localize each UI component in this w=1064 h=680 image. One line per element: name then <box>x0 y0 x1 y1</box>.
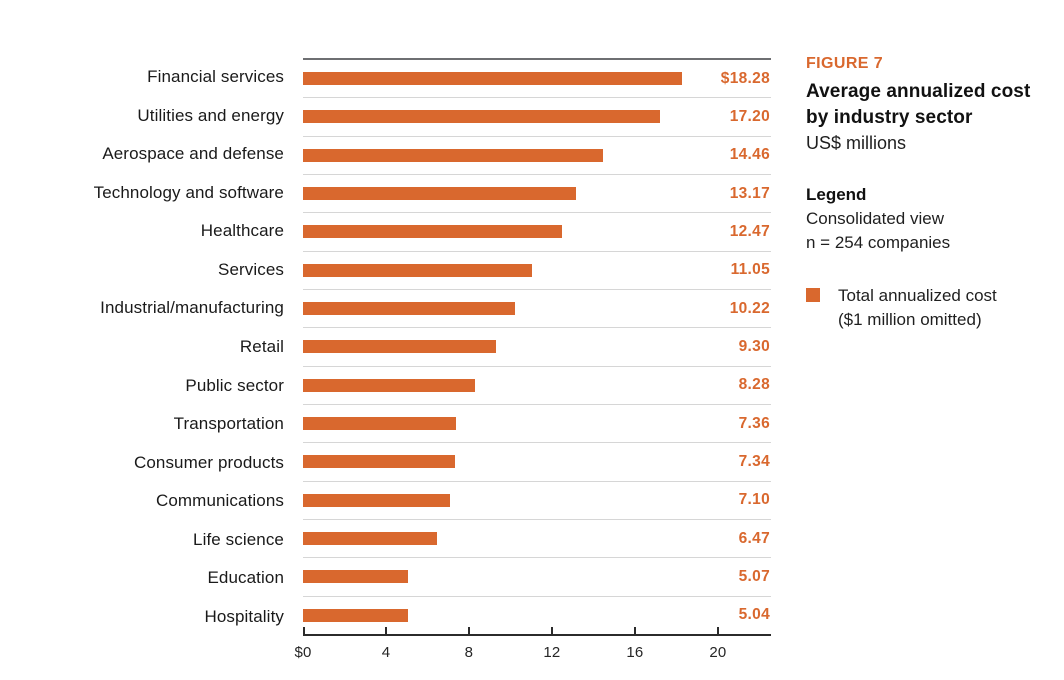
category-label: Transportation <box>173 414 284 434</box>
x-axis-labels: $0 4 8 12 16 20 <box>294 644 771 666</box>
category-label: Hospitality <box>204 606 284 626</box>
category-label: Education <box>207 568 284 588</box>
bar <box>303 225 562 239</box>
category-label: Financial services <box>147 67 284 87</box>
legend-item-label-line2: ($1 million omitted) <box>838 310 982 329</box>
legend-item-label: Total annualized cost ($1 million omitte… <box>838 284 997 332</box>
chart-title-line1: Average annualized cost <box>806 81 1031 102</box>
category-label: Healthcare <box>200 221 284 241</box>
x-axis-tick-label: $0 <box>294 644 312 661</box>
category-label: Retail <box>239 336 284 356</box>
bar-value-label: 12.47 <box>729 222 770 240</box>
bar <box>303 340 496 354</box>
figure-label: FIGURE 7 <box>806 55 883 72</box>
chart-title: Average annualized cost by industry sect… <box>806 79 1030 131</box>
category-label: Utilities and energy <box>137 105 284 125</box>
x-axis-tick <box>550 627 553 634</box>
chart-row: 6.47 <box>303 520 771 559</box>
x-axis-tick-label: 4 <box>381 644 391 661</box>
x-axis-tick <box>716 627 719 634</box>
category-label: Industrial/manufacturing <box>100 298 284 318</box>
bar-value-label: 5.04 <box>738 606 770 624</box>
category-label: Technology and software <box>93 182 284 202</box>
bar-value-label: $18.28 <box>720 69 770 87</box>
bar <box>303 263 533 277</box>
bar-value-label: 6.47 <box>738 529 770 547</box>
chart-row: 9.30 <box>303 328 771 367</box>
chart-row: 5.07 <box>303 558 771 597</box>
bar <box>303 302 515 316</box>
x-axis-tick <box>303 627 305 634</box>
legend-sample-size: n = 254 companies <box>806 233 951 252</box>
chart-units: US$ millions <box>806 133 907 153</box>
chart-row: 7.34 <box>303 443 771 482</box>
chart-row: 11.05 <box>303 252 771 290</box>
bar-value-label: 13.17 <box>729 184 770 202</box>
bar <box>303 72 683 86</box>
bar-value-label: 7.36 <box>738 414 770 432</box>
bar <box>303 570 409 584</box>
chart-row: 7.10 <box>303 482 771 520</box>
category-label: Public sector <box>185 375 284 395</box>
bar <box>303 148 603 162</box>
bar <box>303 608 408 622</box>
category-label: Communications <box>155 491 284 511</box>
bar <box>303 417 456 431</box>
x-axis-tick-label: 12 <box>543 644 561 661</box>
chart-title-line2: by industry sector <box>806 107 973 128</box>
chart-row: 12.47 <box>303 213 771 252</box>
legend-swatch-icon <box>806 288 820 302</box>
bar-value-label: 9.30 <box>738 337 770 355</box>
category-label: Consumer products <box>133 452 284 472</box>
legend-heading: Legend <box>806 185 867 204</box>
bar <box>303 493 451 507</box>
x-axis-tick-label: 16 <box>626 644 644 661</box>
chart-row: 13.17 <box>303 175 771 214</box>
bar-value-label: 7.34 <box>738 452 770 470</box>
bar <box>303 187 577 201</box>
bar-value-label: 11.05 <box>730 261 770 279</box>
chart-row: 14.46 <box>303 137 771 175</box>
category-label: Services <box>218 259 284 279</box>
x-axis-tick <box>633 627 636 634</box>
chart-row: 17.20 <box>303 98 771 137</box>
x-axis-tick <box>384 627 387 634</box>
legend-item: Total annualized cost ($1 million omitte… <box>806 284 997 332</box>
bar <box>303 455 456 469</box>
chart-row: $18.28 <box>303 60 771 99</box>
chart-row: 8.28 <box>303 367 771 405</box>
bar-value-label: 7.10 <box>738 491 770 509</box>
chart-row: 5.04 <box>303 597 771 634</box>
legend-item-label-line1: Total annualized cost <box>838 286 997 305</box>
x-axis-tick <box>467 627 470 634</box>
bar-value-label: 8.28 <box>738 376 770 394</box>
x-axis-tick-label: 20 <box>709 644 727 661</box>
bar-rows: $18.28 17.20 14.46 13.17 12.47 11.05 10.22 9.30… <box>303 60 771 634</box>
legend-view-label: Consolidated view <box>806 209 944 228</box>
chart-row: 7.36 <box>303 405 771 444</box>
category-label: Aerospace and defense <box>102 144 284 164</box>
bar-value-label: 17.20 <box>729 107 770 125</box>
bar <box>303 378 475 392</box>
plot-area: $18.28 17.20 14.46 13.17 12.47 11.05 10.22 9.30… <box>303 58 771 636</box>
bar-value-label: 14.46 <box>729 146 770 164</box>
category-labels: Financial services Utilities and energy Ae… <box>0 58 284 636</box>
bar <box>303 532 438 546</box>
x-axis-tick-label: 8 <box>464 644 474 661</box>
bar <box>303 110 660 124</box>
category-label: Life science <box>193 529 284 549</box>
bar-value-label: 5.07 <box>738 567 770 585</box>
chart-row: 10.22 <box>303 290 771 329</box>
bar-value-label: 10.22 <box>729 299 770 317</box>
